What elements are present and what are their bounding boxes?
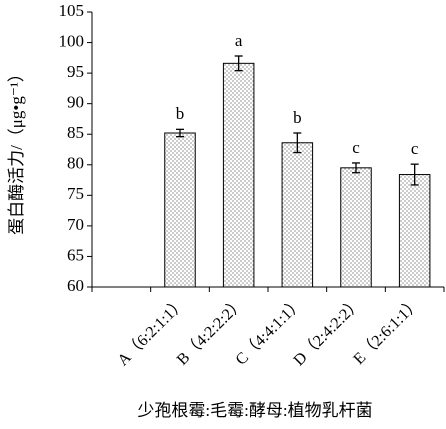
bar [281,142,314,288]
bar [340,167,372,288]
bar [164,132,196,288]
y-tick-label: 90 [67,93,84,112]
significance-letter: b [176,104,185,123]
error-bar [234,55,243,72]
error-bar [352,162,360,174]
y-tick-label: 65 [67,245,84,264]
y-tick-label: 105 [59,1,85,20]
y-tick-label: 80 [67,154,84,173]
y-tick-label: 60 [67,276,84,295]
y-tick-label: 75 [67,184,84,203]
y-tick-label: 70 [67,215,84,234]
error-bar [176,128,184,138]
y-tick-label: 100 [59,31,85,50]
significance-letter: a [235,31,243,50]
x-axis-label: 少孢根霉:毛霉:酵母:植物乳杆菌 [137,401,372,420]
significance-letter: c [411,139,419,158]
bar [398,174,431,288]
y-tick-label: 85 [67,123,84,142]
bar [222,62,255,288]
y-axis-label: 蛋白酶活力/（μg•g⁻¹） [7,65,26,235]
y-tick-label: 95 [67,62,84,81]
significance-letter: b [293,108,302,127]
significance-letter: c [352,138,360,157]
error-bar [410,163,419,186]
error-bar [293,132,302,154]
